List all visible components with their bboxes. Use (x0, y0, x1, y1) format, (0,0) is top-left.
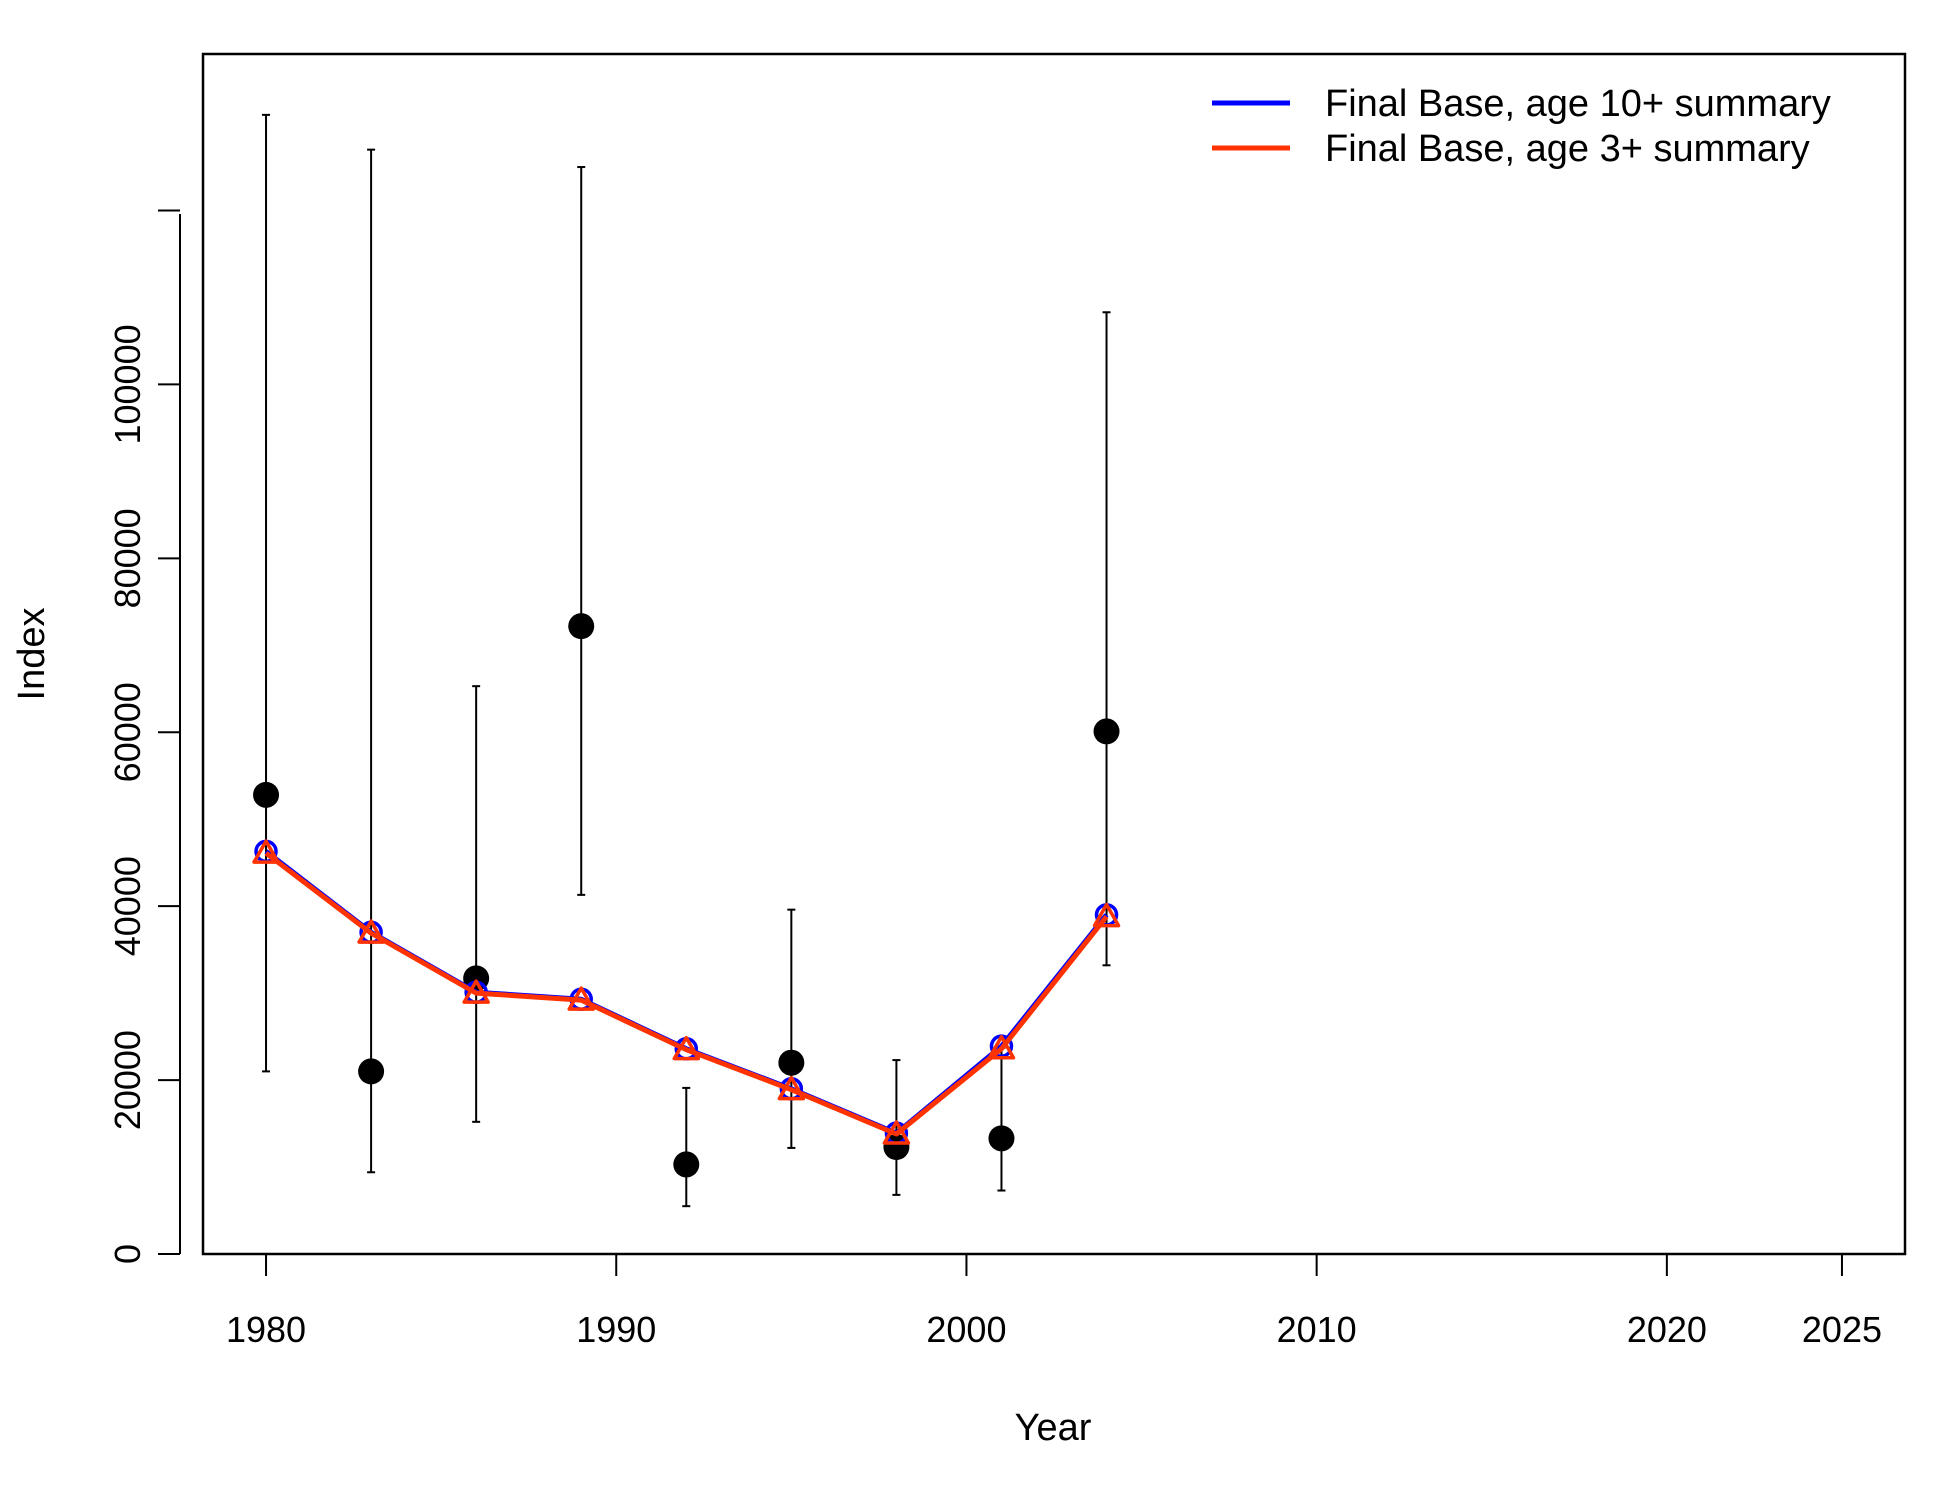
observed-point (358, 1058, 385, 1085)
observed-point (778, 1049, 805, 1076)
x-axis: 1980 1990 2000 2010 2020 2025 (226, 1253, 1882, 1350)
series-marker-2 (987, 1035, 1016, 1060)
plot-area (201, 52, 1907, 1256)
x-tick-label: 2000 (926, 1309, 1006, 1350)
series-marker-2 (777, 1075, 806, 1101)
observed-point (568, 613, 595, 640)
x-tick-label: 1980 (226, 1309, 306, 1350)
series-marker-2 (357, 919, 385, 944)
y-tick-label: 40000 (107, 856, 148, 956)
series-line-2 (264, 851, 1109, 1137)
observed-point (673, 1151, 700, 1178)
legend-label-1: Final Base, age 10+ summary (1325, 83, 1831, 125)
series-marker-2 (462, 979, 490, 1004)
observed-point (253, 781, 280, 808)
plot-frame (201, 52, 1907, 1256)
series-marker-2 (672, 1035, 701, 1061)
series-marker-2 (882, 1120, 911, 1145)
error-bars (262, 113, 1111, 1208)
y-tick-label: 100000 (107, 324, 148, 444)
x-tick-label: 2020 (1627, 1309, 1707, 1350)
x-tick-label: 2025 (1802, 1309, 1882, 1350)
series-marker-2 (1092, 902, 1121, 928)
observed-point (1093, 718, 1120, 745)
series-marker-2 (567, 986, 595, 1011)
series-marker-2 (252, 839, 280, 864)
x-tick-label: 2010 (1277, 1309, 1357, 1350)
observed-point (988, 1125, 1015, 1152)
x-tick-label: 1990 (576, 1309, 656, 1350)
y-tick-label: 60000 (107, 682, 148, 782)
y-tick-label: 20000 (107, 1030, 148, 1130)
series-lines (252, 839, 1121, 1145)
legend-label-2: Final Base, age 3+ summary (1325, 128, 1810, 170)
y-tick-label: 80000 (107, 508, 148, 608)
y-tick-label: 0 (107, 1244, 148, 1264)
y-axis: 0 20000 40000 60000 80000 100000 (107, 209, 181, 1264)
x-axis-title: Year (1015, 1407, 1092, 1449)
y-axis-title: Index (11, 608, 53, 701)
